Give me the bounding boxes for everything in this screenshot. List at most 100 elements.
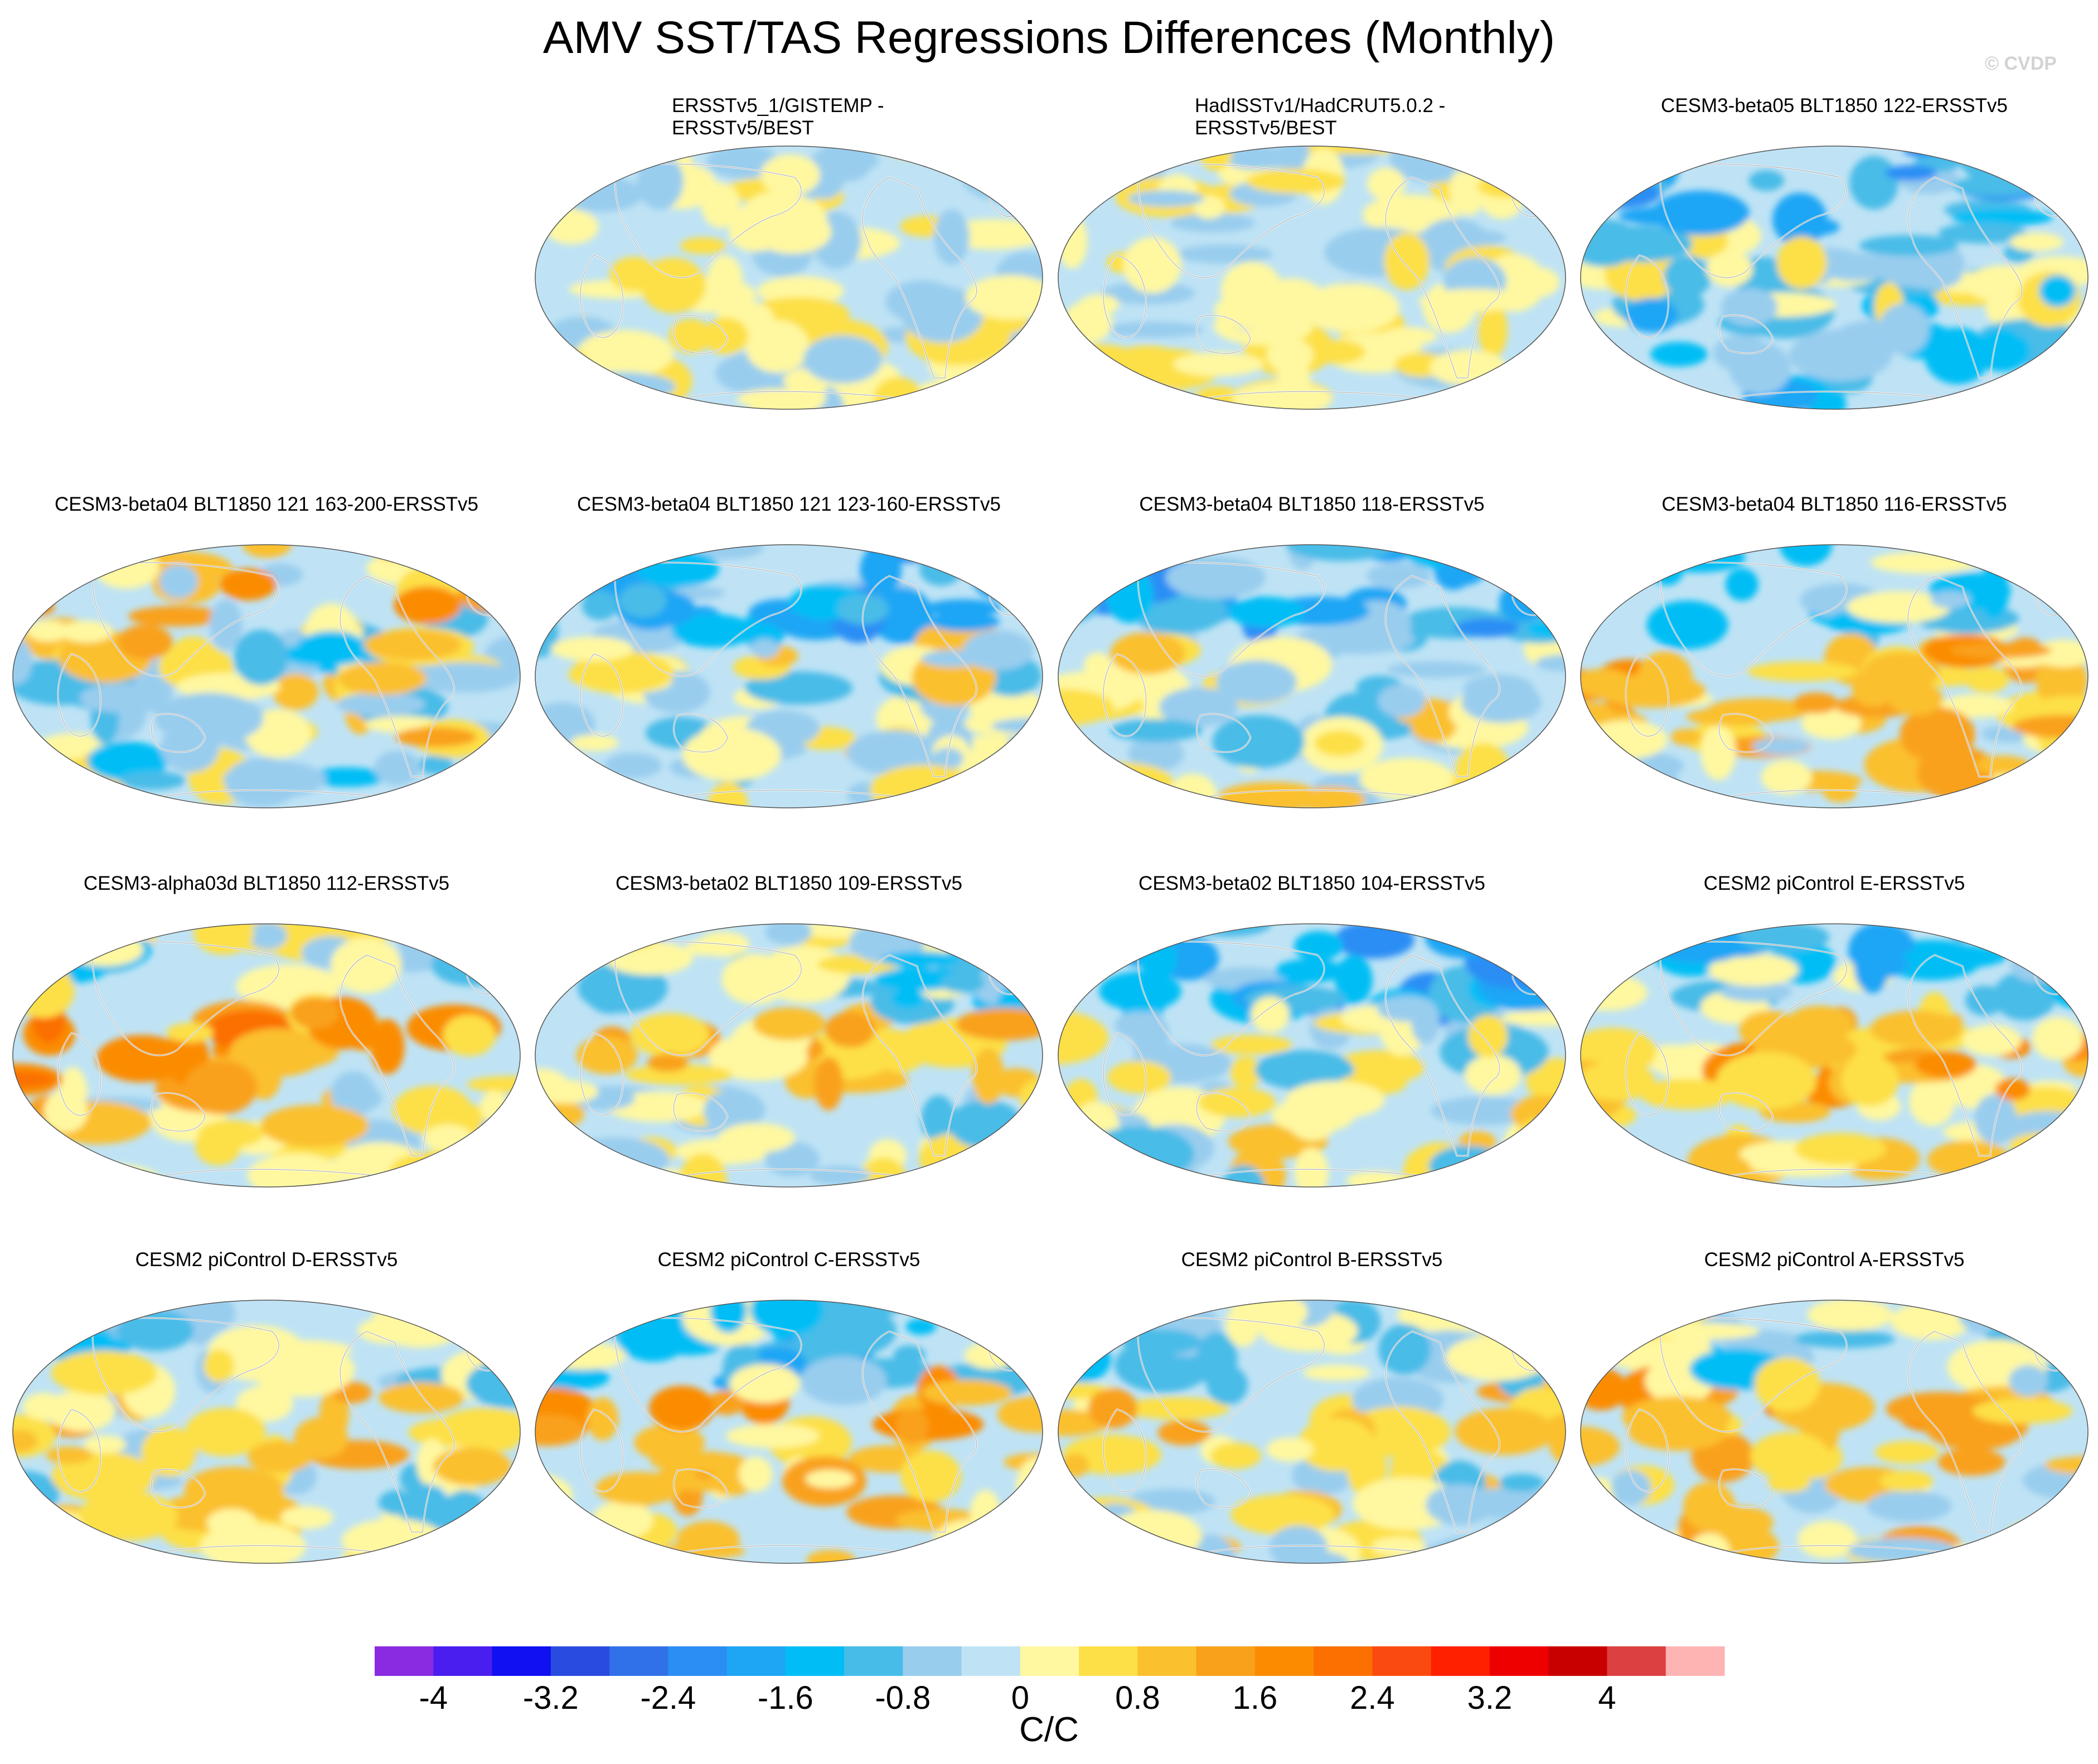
- anomaly-blob: [128, 606, 225, 627]
- colorbar-swatch: [785, 1646, 845, 1676]
- anomaly-blob: [1285, 545, 1397, 561]
- anomaly-blob: [1527, 588, 1561, 609]
- anomaly-blob: [2007, 1520, 2088, 1547]
- anomaly-blob: [2042, 1540, 2088, 1563]
- anomaly-blob: [737, 389, 821, 409]
- panel-title-line1: CESM3-beta02 BLT1850 109-ERSSTv5: [616, 873, 962, 894]
- anomaly-blob: [1584, 720, 1668, 759]
- anomaly-blob: [1847, 591, 1951, 623]
- coastline-outline: [673, 314, 728, 354]
- anomaly-blob: [800, 1356, 887, 1406]
- coastline-outline: [1385, 954, 1500, 1156]
- anomaly-blob: [999, 1547, 1043, 1563]
- coastline-outline: [666, 1169, 901, 1187]
- coastline-outline: [1137, 1317, 1325, 1432]
- anomaly-blob: [884, 146, 996, 161]
- anomaly-blob: [66, 932, 144, 967]
- anomaly-blob: [1807, 1300, 1893, 1331]
- anomaly-blob: [1593, 1530, 1634, 1563]
- map-panel: HadISSTv1/HadCRUT5.0.2 - ERSSTv5/BEST: [1055, 95, 1568, 452]
- anomaly-blob: [1066, 927, 1170, 953]
- anomaly-blob: [393, 1085, 473, 1135]
- anomaly-blob: [1246, 168, 1345, 194]
- anomaly-blob: [1371, 1537, 1427, 1557]
- coastline-outline: [1660, 941, 1847, 1056]
- coastline-outline: [1625, 1409, 1669, 1492]
- anomaly-blob: [1719, 981, 1792, 1002]
- coastline-outline: [1660, 562, 1847, 677]
- coastline-outline: [666, 1545, 901, 1563]
- anomaly-blob: [1302, 283, 1400, 333]
- map-panel: CESM2 piControl D-ERSSTv5: [10, 1249, 523, 1606]
- anomaly-blob: [443, 1014, 496, 1057]
- panel-title-line1: CESM2 piControl B-ERSSTv5: [1181, 1249, 1443, 1271]
- anomaly-blob: [1930, 591, 1971, 609]
- anomaly-blob: [1251, 996, 1290, 1033]
- anomaly-blob: [13, 638, 32, 685]
- anomaly-blob: [1116, 386, 1176, 405]
- anomaly-blob: [290, 997, 339, 1029]
- anomaly-blob: [1886, 1392, 1995, 1426]
- anomaly-blob: [1793, 692, 1839, 714]
- panel-title: CESM2 piControl B-ERSSTv5: [1055, 1249, 1568, 1271]
- anomaly-blob: [1083, 652, 1113, 680]
- anomaly-blob: [1410, 228, 1506, 248]
- anomaly-blob: [619, 583, 667, 618]
- coastline-outline: [92, 941, 279, 1056]
- anomaly-blob: [2009, 232, 2064, 252]
- coastline-outline: [580, 1033, 624, 1116]
- anomaly-blob: [1965, 985, 2004, 1016]
- anomaly-blob: [825, 1011, 876, 1048]
- anomaly-blob: [1581, 762, 1629, 808]
- anomaly-blob: [948, 1100, 1023, 1148]
- anomaly-blob: [919, 1133, 996, 1183]
- anomaly-blob: [1367, 167, 1406, 200]
- anomaly-blob: [1748, 170, 1785, 191]
- anomaly-blob: [647, 1054, 689, 1072]
- anomaly-blob: [917, 1300, 1028, 1317]
- anomaly-blob: [79, 1491, 178, 1542]
- anomaly-blob: [60, 621, 113, 643]
- anomaly-blob: [540, 1539, 624, 1563]
- panel-title-line1: CESM3-alpha03d BLT1850 112-ERSSTv5: [83, 873, 450, 894]
- anomaly-blob: [1962, 1024, 2022, 1057]
- anomaly-blob: [394, 586, 462, 624]
- coastline-outline: [57, 653, 101, 736]
- global-map: [535, 544, 1043, 808]
- anomaly-blob: [750, 639, 779, 658]
- anomaly-blob: [961, 386, 998, 404]
- anomaly-blob: [1094, 1300, 1170, 1326]
- anomaly-blob: [803, 335, 883, 384]
- panel-title: CESM3-beta02 BLT1850 109-ERSSTv5: [532, 873, 1045, 895]
- anomaly-blob: [636, 550, 719, 587]
- coastline-outline: [666, 789, 901, 808]
- map-panel: ERSSTv5_1/GISTEMP - ERSSTv5/BEST: [532, 95, 1045, 452]
- panel-title: HadISSTv1/HadCRUT5.0.2 - ERSSTv5/BEST: [1195, 95, 1563, 139]
- anomaly-blob: [928, 613, 1000, 632]
- anomaly-blob: [1198, 1087, 1276, 1118]
- anomaly-blob: [1257, 278, 1326, 324]
- panel-title: CESM2 piControl E-ERSSTv5: [1578, 873, 2091, 895]
- colorbar-swatch: [726, 1646, 786, 1676]
- anomaly-blob: [1761, 760, 1812, 794]
- anomaly-blob: [1611, 1470, 1651, 1505]
- anomaly-blob: [1140, 938, 1177, 980]
- anomaly-blob: [13, 938, 72, 981]
- anomaly-blob: [990, 752, 1043, 805]
- anomaly-blob: [1455, 743, 1511, 798]
- anomaly-blob: [1756, 1015, 1826, 1048]
- anomaly-blob: [985, 360, 1043, 409]
- anomaly-blob: [682, 728, 781, 782]
- map-panel: CESM3-beta04 BLT1850 121 163-200-ERSSTv5: [10, 493, 523, 850]
- anomaly-blob: [895, 1408, 928, 1445]
- anomaly-blob: [1581, 1490, 1612, 1521]
- anomaly-blob: [870, 764, 977, 808]
- map-border: [1580, 544, 2089, 808]
- coastline-outline: [862, 1331, 977, 1533]
- anomaly-blob: [919, 553, 963, 586]
- colorbar: -4 -3.2 -2.4 -1.6 -0.8 0 0.8 1.6 2.4 3.2 4 C/C: [0, 1639, 2098, 1764]
- anomaly-blob: [1110, 632, 1185, 675]
- anomaly-blob: [370, 1019, 405, 1074]
- anomaly-blob: [1919, 729, 1971, 765]
- anomaly-blob: [1652, 545, 1746, 573]
